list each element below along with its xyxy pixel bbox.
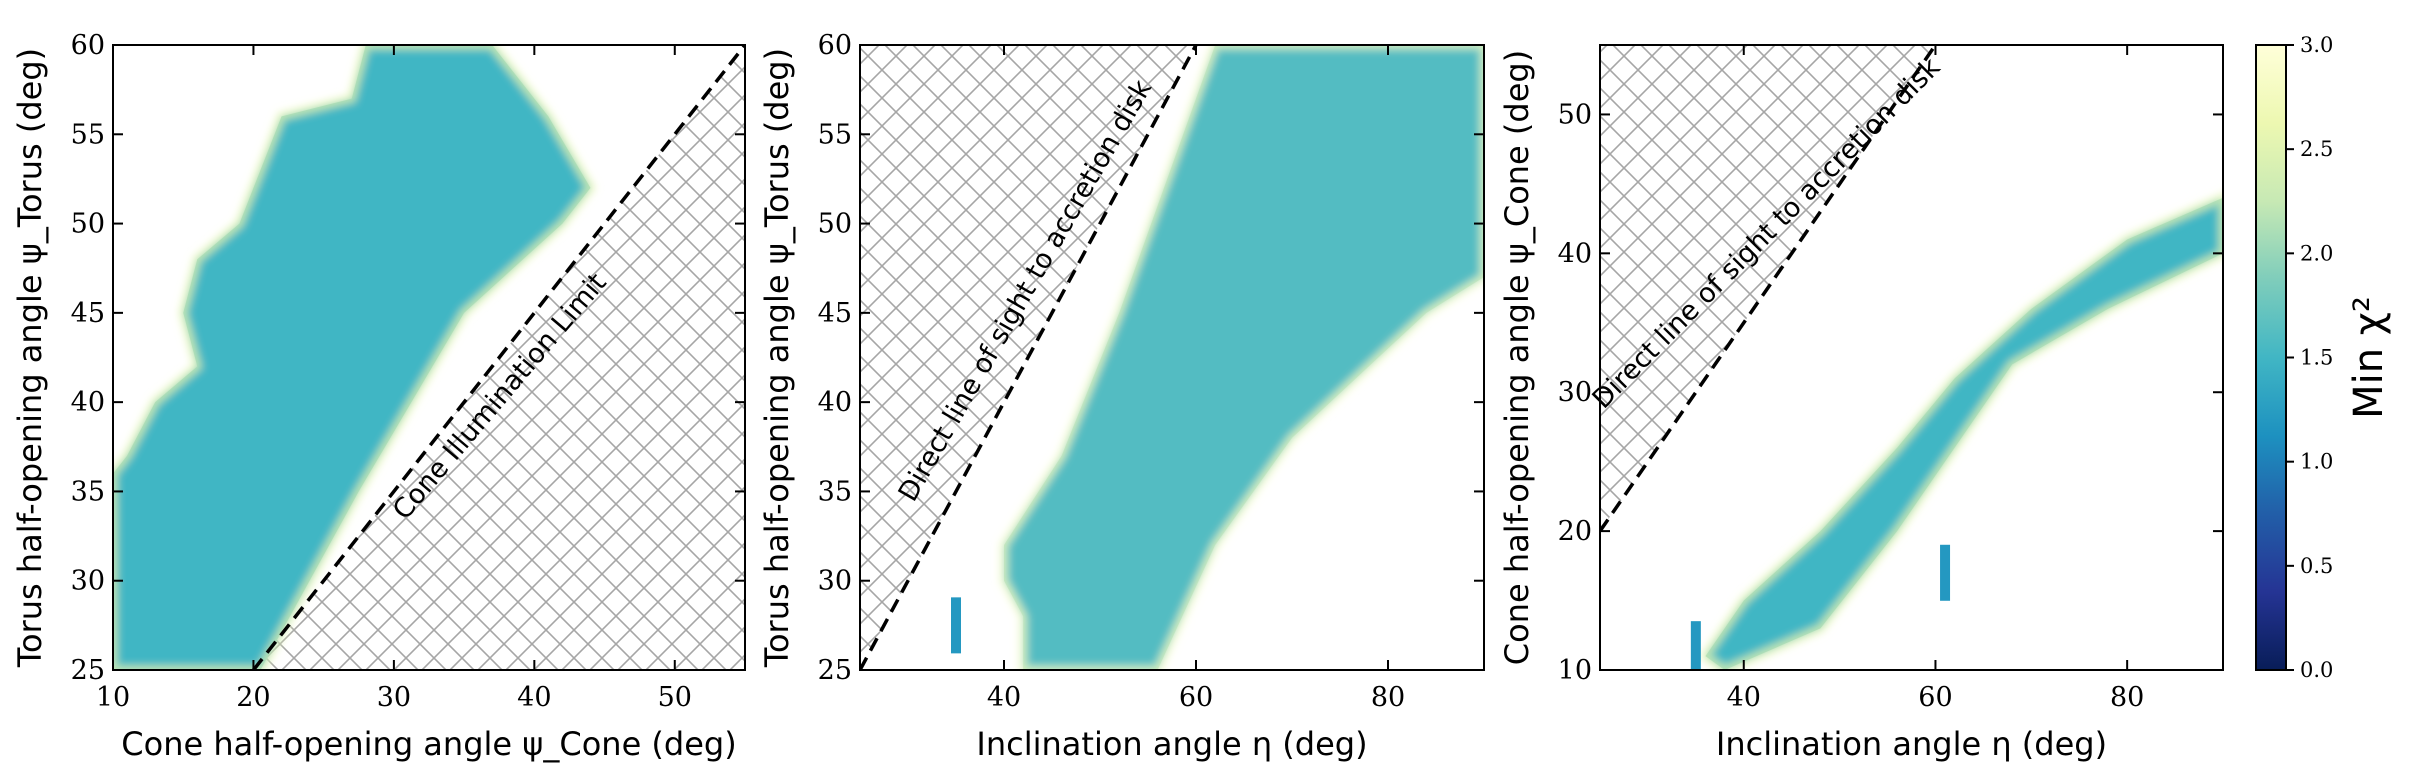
isolated-point — [1940, 544, 1951, 601]
y-tick-label: 30 — [818, 566, 852, 597]
heatmap-panel-inclination-vs-cone: Direct line of sight to accretion disk 4… — [1498, 44, 2224, 763]
y-axis-label: Torus half-opening angle ψ_Torus (deg) — [11, 48, 49, 668]
colorbar-tick-label: 0.5 — [2300, 554, 2333, 578]
colorbar-tick-label: 1.0 — [2300, 450, 2333, 474]
y-tick-label: 45 — [71, 298, 105, 329]
x-tick-label: 60 — [1179, 682, 1213, 713]
colorbar-tick-label: 3.0 — [2300, 33, 2333, 57]
y-axis-ticks: 10 20 30 40 50 — [1558, 99, 2223, 686]
boundary-dashed-line — [252, 45, 745, 670]
y-axis-ticks: 25 30 35 40 45 50 55 60 — [71, 30, 745, 686]
y-tick-label: 55 — [71, 119, 105, 150]
y-tick-label: 20 — [1558, 516, 1592, 547]
isolated-point — [1690, 621, 1701, 670]
x-tick-label: 80 — [1371, 682, 1405, 713]
x-tick-label: 80 — [2110, 682, 2144, 713]
heatmap-region-core — [1698, 192, 2223, 670]
y-tick-label: 50 — [1558, 99, 1592, 130]
y-tick-label: 35 — [71, 476, 105, 507]
x-axis-ticks: 40 60 80 — [987, 45, 1405, 713]
heatmap-filled-region — [113, 45, 597, 670]
y-tick-label: 45 — [818, 298, 852, 329]
boundary-dashed-line — [860, 45, 1198, 670]
colorbar-tick-label: 2.5 — [2300, 137, 2333, 161]
colorbar-tick-label: 1.5 — [2300, 346, 2333, 370]
boundary-dashed-line — [1600, 45, 1937, 533]
x-axis-ticks: 40 60 80 — [1727, 45, 2144, 713]
y-tick-label: 10 — [1558, 655, 1592, 686]
heatmap-filled-region — [1690, 192, 2223, 670]
isolated-point — [951, 597, 961, 654]
x-tick-label: 40 — [517, 682, 551, 713]
colorbar-ticks: 0.0 0.5 1.0 1.5 2.0 2.5 3.0 — [2286, 33, 2333, 682]
y-axis-label: Cone half-opening angle ψ_Cone (deg) — [1498, 50, 1536, 665]
y-tick-label: 50 — [818, 209, 852, 240]
x-tick-label: 40 — [987, 682, 1021, 713]
x-tick-label: 50 — [658, 682, 692, 713]
y-tick-label: 60 — [71, 30, 105, 61]
x-axis-label: Cone half-opening angle ψ_Cone (deg) — [121, 725, 736, 763]
x-tick-label: 10 — [96, 682, 130, 713]
y-tick-label: 55 — [818, 119, 852, 150]
colorbar-tick-label: 0.0 — [2300, 658, 2333, 682]
y-tick-label: 35 — [818, 476, 852, 507]
x-tick-label: 20 — [236, 682, 270, 713]
y-tick-label: 25 — [818, 655, 852, 686]
y-tick-label: 30 — [71, 566, 105, 597]
axes-frame — [1599, 44, 2224, 671]
y-axis-label: Torus half-opening angle ψ_Torus (deg) — [758, 48, 796, 668]
colorbar-label: Min χ² — [2346, 296, 2392, 419]
x-axis-label: Inclination angle η (deg) — [1716, 725, 2107, 763]
y-tick-label: 30 — [1558, 377, 1592, 408]
colorbar: 0.0 0.5 1.0 1.5 2.0 2.5 3.0 Min χ² — [2255, 33, 2392, 682]
x-axis-ticks: 10 20 30 40 50 — [96, 45, 692, 713]
y-tick-label: 50 — [71, 209, 105, 240]
x-tick-label: 60 — [1918, 682, 1952, 713]
colorbar-tick-label: 2.0 — [2300, 241, 2333, 265]
axes-frame — [112, 44, 746, 671]
colorbar-gradient — [2256, 45, 2286, 670]
heatmap-panel-cone-vs-torus: Cone Illumination Limit 10 20 30 40 50 25303… — [11, 30, 746, 763]
heatmap-region-core — [113, 45, 597, 670]
y-tick-label: 40 — [1558, 238, 1592, 269]
y-tick-label: 40 — [71, 387, 105, 418]
heatmap-region-core — [999, 45, 1484, 670]
heatmap-panel-inclination-vs-torus: Direct line of sight to accretion disk 4… — [758, 30, 1485, 763]
x-axis-label: Inclination angle η (deg) — [976, 725, 1367, 763]
limit-boundary-line — [1600, 45, 1937, 533]
limit-boundary-line — [252, 45, 745, 670]
x-tick-label: 40 — [1727, 682, 1761, 713]
y-tick-label: 40 — [818, 387, 852, 418]
axes-frame — [859, 44, 1485, 671]
y-tick-label: 60 — [818, 30, 852, 61]
x-tick-label: 30 — [377, 682, 411, 713]
y-axis-ticks: 25 30 35 40 45 50 55 60 — [818, 30, 1484, 686]
y-tick-label: 25 — [71, 655, 105, 686]
heatmap-filled-region — [951, 45, 1484, 670]
limit-boundary-line — [860, 45, 1198, 670]
